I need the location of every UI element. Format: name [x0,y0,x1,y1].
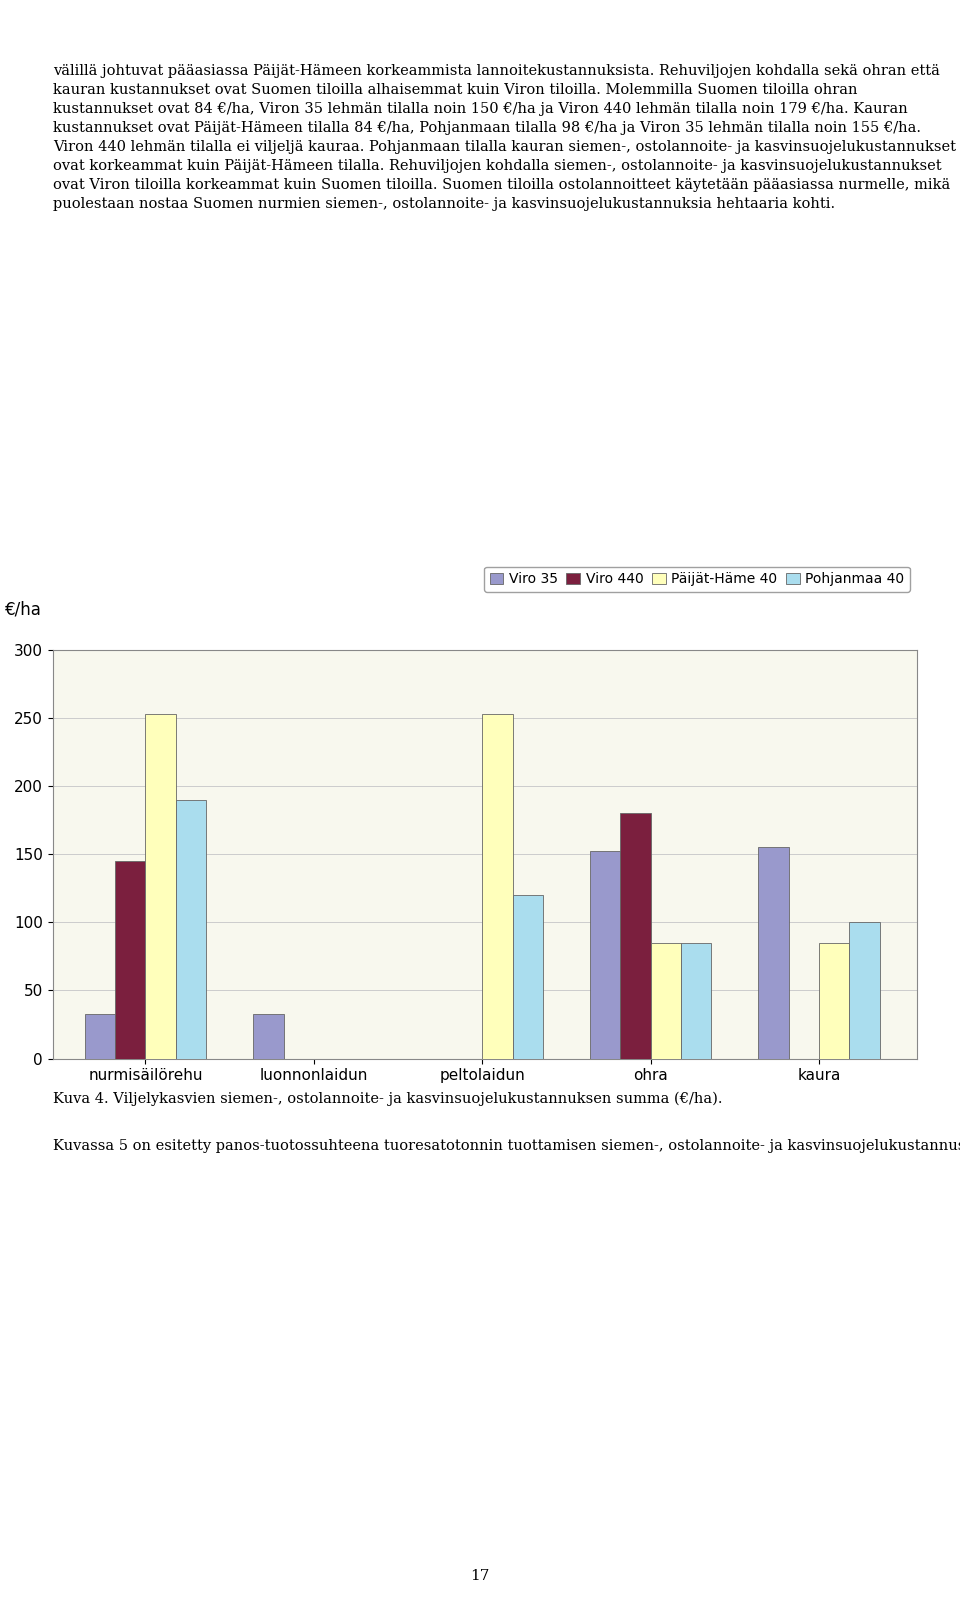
Text: Kuvassa 5 on esitetty panos-tuotossuhteena tuoresatotonnin tuottamisen siemen-, : Kuvassa 5 on esitetty panos-tuotossuhtee… [53,1139,960,1153]
Bar [176,800,206,1059]
Text: välillä johtuvat pääasiassa Päijät-Hämeen korkeammista lannoitekustannuksista. R: välillä johtuvat pääasiassa Päijät-Hämee… [53,64,956,210]
Bar [513,895,543,1059]
Bar [681,943,711,1059]
Legend: Viro 35, Viro 440, Päijät-Häme 40, Pohjanmaa 40: Viro 35, Viro 440, Päijät-Häme 40, Pohja… [484,566,910,592]
Bar [850,922,879,1059]
Bar [115,861,145,1059]
Bar [651,943,681,1059]
Bar [620,813,651,1059]
Bar [482,714,513,1059]
Bar [819,943,850,1059]
Text: €/ha: €/ha [5,600,42,619]
Bar [145,714,176,1059]
Text: 17: 17 [470,1569,490,1583]
Text: Kuva 4. Viljelykasvien siemen-, ostolannoite- ja kasvinsuojelukustannuksen summa: Kuva 4. Viljelykasvien siemen-, ostolann… [53,1092,722,1105]
Bar [590,852,620,1059]
Bar [253,1014,283,1059]
Bar [84,1014,115,1059]
Bar [758,847,789,1059]
